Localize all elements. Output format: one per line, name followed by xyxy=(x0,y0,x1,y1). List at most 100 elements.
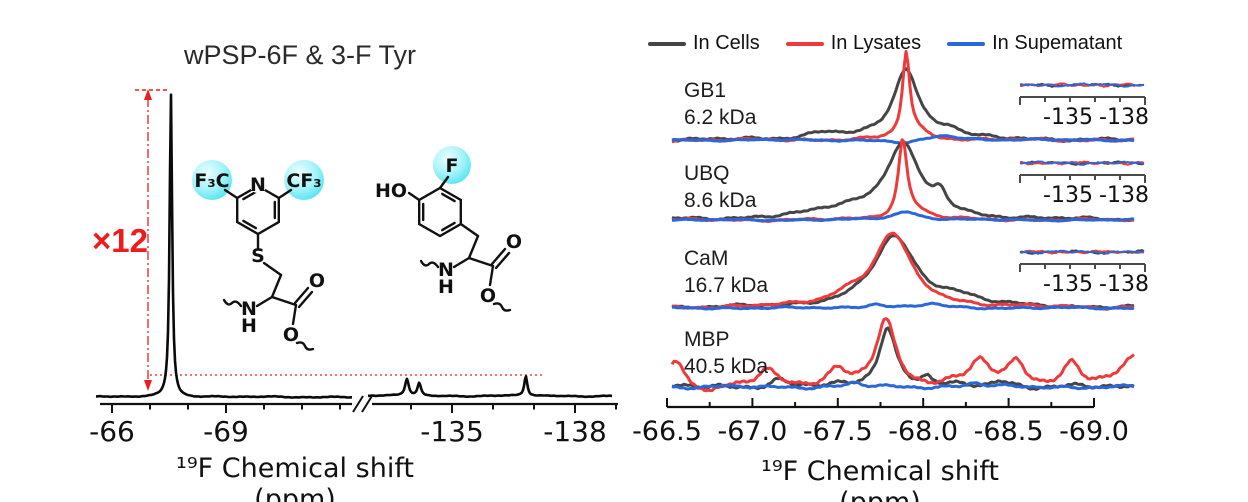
row-label-ubq: UBQ 8.6 kDa xyxy=(684,160,794,214)
legend-item-in-lysates: In Lysates xyxy=(785,32,921,55)
atom-label-n: N xyxy=(250,174,266,196)
legend-line-in-lysates xyxy=(785,41,824,46)
molecule-wpsp-6f: F₃C N CF₃ S N H O O xyxy=(192,160,325,351)
atom-label-o: O xyxy=(480,285,496,307)
atom-label-f3c: F₃C xyxy=(194,170,229,192)
inset-noise-line xyxy=(1019,160,1145,166)
double-bond xyxy=(494,251,511,270)
squiggle-bond xyxy=(492,302,512,312)
bond xyxy=(270,295,298,307)
axis-tick-label: -135 xyxy=(420,415,484,448)
bond xyxy=(467,234,480,260)
left-x-axis: -66 -69 -135 -138 xyxy=(89,395,618,448)
spectrum-line-in-supematant xyxy=(671,380,1135,391)
double-bond xyxy=(242,219,258,230)
squiggle-bond xyxy=(419,259,440,269)
spectrum-line xyxy=(367,375,613,399)
bond xyxy=(223,188,239,200)
inset-gb1: -135 -138 xyxy=(1019,82,1149,130)
row-label-gb1: GB1 6.2 kDa xyxy=(684,77,794,131)
bond xyxy=(291,303,298,326)
scale-annotation xyxy=(135,89,542,391)
legend-line-in-supernatant xyxy=(947,41,986,46)
axis-tick-label: -69.0 xyxy=(1059,416,1129,447)
inset-ubq: -135 -138 xyxy=(1019,160,1149,208)
axis-tick-label: -69 xyxy=(203,415,249,448)
double-bond xyxy=(441,192,456,203)
inset-cam: -135 -138 xyxy=(1019,249,1149,297)
spectrum-line-in-supematant xyxy=(671,210,1135,223)
atom-label-o: O xyxy=(506,231,522,253)
cf3-highlight-circle xyxy=(192,160,232,200)
spectrum-line-in-lysates xyxy=(670,317,1135,393)
right-spectra-traces xyxy=(670,49,1135,393)
wedge-bond xyxy=(255,295,274,308)
spectrum-line-in-supematant xyxy=(671,301,1135,311)
atom-label-h: H xyxy=(241,315,257,337)
bond xyxy=(407,191,421,202)
axis-tick-label: -66 xyxy=(89,415,135,448)
atom-label-s: S xyxy=(251,245,265,267)
protein-mass: 16.7 kDa xyxy=(684,274,769,297)
inset-tick-label: -135 xyxy=(1043,272,1093,297)
protein-name: GB1 xyxy=(684,79,727,102)
scale-factor-label: ×12 xyxy=(92,222,148,259)
row-label-mbp: MBP 40.5 kDa xyxy=(684,326,794,380)
protein-name: UBQ xyxy=(684,162,730,185)
fluorine-highlight-circle xyxy=(433,146,471,184)
axis-break-mark xyxy=(361,395,373,413)
protein-mass: 6.2 kDa xyxy=(684,106,757,129)
axis-tick-label: -68.0 xyxy=(888,416,958,447)
wedge-bond xyxy=(452,256,471,269)
inset-tick-label: -138 xyxy=(1099,105,1149,130)
protein-name: CaM xyxy=(684,247,729,270)
protein-mass: 8.6 kDa xyxy=(684,189,757,212)
legend-item-in-cells: In Cells xyxy=(648,32,760,55)
arrow-up-icon xyxy=(144,89,152,100)
double-bond xyxy=(490,247,507,266)
spectrum-line xyxy=(95,93,353,399)
bond xyxy=(467,256,495,268)
axis-tick-label: -67.5 xyxy=(803,416,873,447)
inset-noise-line xyxy=(1020,82,1145,88)
bond xyxy=(438,175,450,190)
double-bond xyxy=(242,190,258,201)
squiggle-bond xyxy=(222,298,243,308)
atom-label-h: H xyxy=(438,276,454,298)
protein-name: MBP xyxy=(684,328,730,351)
bond xyxy=(488,264,495,287)
inset-tick-label: -135 xyxy=(1043,183,1093,208)
double-bond xyxy=(297,290,314,309)
row-label-cam: CaM 16.7 kDa xyxy=(684,245,794,299)
inset-noise-line xyxy=(1019,249,1145,256)
legend-label-in-supernatant: In Supematant xyxy=(992,32,1123,54)
legend-line-in-cells xyxy=(648,41,686,46)
atom-label-n: N xyxy=(241,298,257,320)
squiggle-bond xyxy=(295,341,315,351)
legend-label-in-cells: In Cells xyxy=(693,32,760,54)
protein-mass: 40.5 kDa xyxy=(684,355,769,378)
bond xyxy=(459,222,480,238)
atom-backing xyxy=(249,175,267,193)
left-spectrum-trace xyxy=(95,93,613,399)
bond xyxy=(262,261,283,277)
atom-label-o: O xyxy=(283,324,299,346)
legend: In Cells In Lysates In Supematant xyxy=(648,32,1122,55)
atom-label-f: F xyxy=(446,155,459,177)
double-bond xyxy=(441,221,456,232)
inset-tick-label: -138 xyxy=(1099,183,1149,208)
legend-item-in-supernatant: In Supematant xyxy=(947,32,1122,55)
axis-tick-label: -67.0 xyxy=(717,416,787,447)
atom-label-o: O xyxy=(309,270,325,292)
phenol-ring xyxy=(418,186,462,238)
double-bond xyxy=(293,286,310,305)
left-panel-title: wPSP-6F & 3-F Tyr xyxy=(183,40,417,70)
right-x-axis: -66.5 -67.0 -67.5 -68.0 -68.5 -69.0 xyxy=(632,398,1129,447)
bond xyxy=(270,273,283,299)
zoom-insets: -135 -138-135 -138-135 -138 xyxy=(1019,82,1149,297)
atom-label-ho: HO xyxy=(375,180,407,202)
atom-label-n: N xyxy=(438,259,454,281)
atom-label-cf3: CF₃ xyxy=(286,170,321,192)
